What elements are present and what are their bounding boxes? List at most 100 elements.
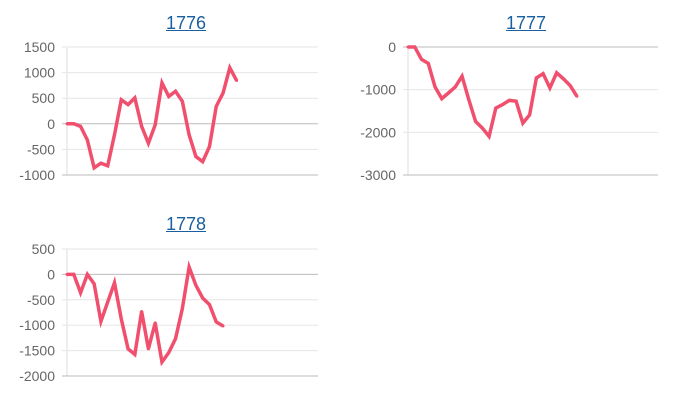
data-point xyxy=(92,166,96,170)
chart-title-link[interactable]: 1776 xyxy=(165,13,207,33)
data-point xyxy=(79,291,83,295)
data-point xyxy=(119,317,123,321)
data-point xyxy=(180,307,184,311)
y-tick-label: -500 xyxy=(27,292,55,308)
data-point xyxy=(174,337,178,341)
y-tick-label: 0 xyxy=(47,116,55,132)
y-tick-label: 1500 xyxy=(24,39,55,55)
data-point xyxy=(99,161,103,165)
data-point xyxy=(112,133,116,137)
data-point xyxy=(467,98,471,102)
data-point xyxy=(146,347,150,351)
y-tick-label: -1000 xyxy=(19,167,55,183)
data-point xyxy=(447,91,451,95)
data-point xyxy=(160,360,164,364)
data-point xyxy=(180,99,184,103)
y-tick-label: -1000 xyxy=(19,317,55,333)
data-point xyxy=(133,352,137,356)
data-point xyxy=(541,72,545,76)
data-point xyxy=(555,71,559,75)
data-point xyxy=(406,45,410,49)
data-point xyxy=(528,113,532,117)
data-point xyxy=(548,86,552,90)
y-tick-label: -1000 xyxy=(360,82,396,98)
data-point xyxy=(72,122,76,126)
data-point xyxy=(460,74,464,78)
data-point xyxy=(187,133,191,137)
data-point xyxy=(106,164,110,168)
y-tick-label: -500 xyxy=(27,141,55,157)
chart-title-link[interactable]: 1777 xyxy=(505,13,547,33)
data-point xyxy=(72,272,76,276)
y-tick-label: 0 xyxy=(47,266,55,282)
data-point xyxy=(207,145,211,149)
data-point xyxy=(187,265,191,269)
data-point xyxy=(568,84,572,88)
data-point xyxy=(106,300,110,304)
data-point xyxy=(79,124,83,128)
y-tick-label: -2000 xyxy=(360,124,396,140)
y-tick-label: 1000 xyxy=(24,65,55,81)
data-point xyxy=(214,104,218,108)
data-point xyxy=(85,138,89,142)
y-tick-label: 0 xyxy=(388,39,396,55)
data-point xyxy=(521,121,525,125)
data-point xyxy=(561,77,565,81)
data-point xyxy=(514,99,518,103)
data-point xyxy=(167,94,171,98)
data-point xyxy=(85,272,89,276)
data-point xyxy=(221,91,225,95)
data-point xyxy=(140,309,144,313)
data-point xyxy=(474,119,478,123)
data-point xyxy=(119,98,123,102)
data-point xyxy=(494,106,498,110)
data-point xyxy=(140,124,144,128)
data-point xyxy=(92,282,96,286)
data-point xyxy=(413,45,417,49)
y-tick-label: -2000 xyxy=(19,368,55,384)
data-point xyxy=(126,347,130,351)
data-point xyxy=(420,57,424,61)
data-point xyxy=(207,303,211,307)
data-point xyxy=(153,321,157,325)
y-tick-label: -1500 xyxy=(19,343,55,359)
data-point xyxy=(433,85,437,89)
data-point xyxy=(534,76,538,80)
data-point xyxy=(221,324,225,328)
series-line xyxy=(408,45,579,141)
data-point xyxy=(235,79,239,83)
data-point xyxy=(194,155,198,159)
y-tick-label: 500 xyxy=(32,90,56,106)
data-point xyxy=(440,97,444,101)
data-point xyxy=(126,103,130,107)
data-point xyxy=(194,283,198,287)
data-point xyxy=(65,122,69,126)
data-point xyxy=(146,141,150,145)
data-point xyxy=(575,94,579,98)
data-point xyxy=(65,272,69,276)
data-point xyxy=(501,103,505,107)
data-point xyxy=(487,134,491,138)
data-point xyxy=(201,296,205,300)
data-point xyxy=(426,61,430,65)
data-point xyxy=(214,320,218,324)
y-tick-label: -3000 xyxy=(360,167,396,183)
data-point xyxy=(507,98,511,102)
data-point xyxy=(174,89,178,93)
series-line xyxy=(67,260,224,367)
data-point xyxy=(228,66,232,70)
data-point xyxy=(112,281,116,285)
data-point xyxy=(160,81,164,85)
data-point xyxy=(480,126,484,130)
data-point xyxy=(153,123,157,127)
data-point xyxy=(453,85,457,89)
data-point xyxy=(133,96,137,100)
data-point xyxy=(201,160,205,164)
data-point xyxy=(99,319,103,323)
y-tick-label: 500 xyxy=(32,241,56,257)
data-point xyxy=(167,351,171,355)
chart-title-link[interactable]: 1778 xyxy=(165,214,207,234)
